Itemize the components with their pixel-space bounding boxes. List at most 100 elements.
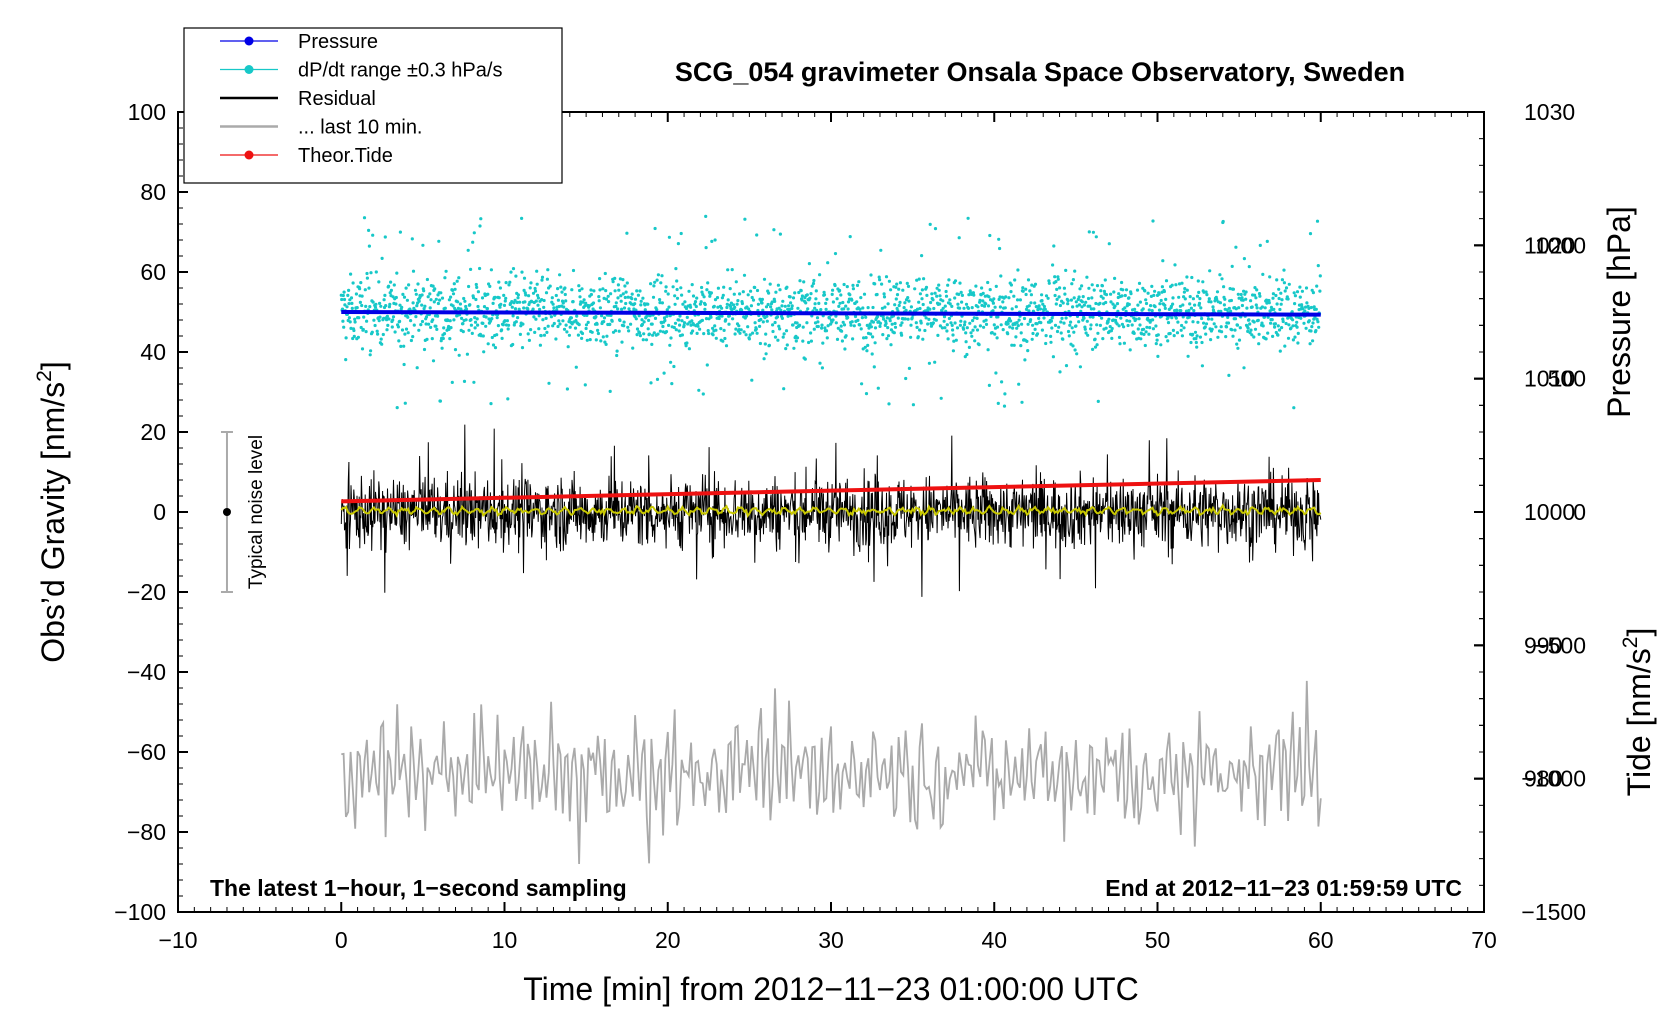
dpdt-point <box>941 299 945 303</box>
y-left-tick-label: −20 <box>127 579 166 605</box>
dpdt-point <box>598 277 602 281</box>
dpdt-point <box>369 271 373 275</box>
y-left-tick-label: −80 <box>127 819 166 845</box>
dpdt-point <box>442 332 447 336</box>
dpdt-point <box>722 328 726 332</box>
dpdt-point <box>1149 294 1153 298</box>
dpdt-point <box>1292 291 1296 295</box>
dpdt-point <box>630 292 634 296</box>
dpdt-point <box>770 300 774 304</box>
dpdt-point <box>1042 316 1046 320</box>
dpdt-point <box>1223 297 1227 301</box>
dpdt-point <box>472 380 476 384</box>
dpdt-point <box>1184 309 1189 313</box>
dpdt-point <box>782 332 786 336</box>
dpdt-point <box>1248 322 1252 326</box>
dpdt-point <box>1216 335 1220 339</box>
dpdt-point <box>993 305 997 309</box>
dpdt-point <box>386 323 390 327</box>
dpdt-point <box>702 295 706 299</box>
dpdt-point <box>1170 283 1174 287</box>
dpdt-point <box>653 226 657 231</box>
dpdt-point <box>1024 292 1028 297</box>
dpdt-point <box>617 329 621 333</box>
dpdt-point <box>1121 288 1125 292</box>
dpdt-point <box>1010 343 1014 347</box>
dpdt-point <box>1253 327 1258 331</box>
dpdt-point <box>976 305 980 309</box>
dpdt-point <box>953 279 958 283</box>
dpdt-point <box>840 329 844 333</box>
dpdt-point <box>1318 274 1322 278</box>
dpdt-point <box>675 287 679 292</box>
dpdt-point <box>1189 340 1193 345</box>
dpdt-point <box>1013 278 1017 282</box>
dpdt-point <box>390 325 394 329</box>
dpdt-point <box>1195 345 1199 349</box>
dpdt-point <box>856 318 860 322</box>
dpdt-point <box>831 300 836 304</box>
dpdt-point <box>1104 326 1108 330</box>
dpdt-point <box>578 288 582 293</box>
dpdt-point <box>559 285 563 289</box>
x-tick-label: 0 <box>335 927 348 953</box>
dpdt-point <box>340 297 344 302</box>
dpdt-point <box>870 352 874 356</box>
dpdt-point <box>635 289 639 293</box>
dpdt-point <box>349 296 354 300</box>
dpdt-point <box>1001 300 1005 304</box>
dpdt-point <box>1318 289 1322 293</box>
dpdt-point <box>771 323 775 327</box>
dpdt-point <box>450 380 454 384</box>
dpdt-point <box>401 292 405 296</box>
dpdt-point <box>608 322 612 326</box>
dpdt-point <box>361 327 365 332</box>
dpdt-point <box>1317 325 1321 329</box>
dpdt-point <box>772 228 776 232</box>
dpdt-point <box>1145 325 1149 329</box>
dpdt-point <box>965 326 969 330</box>
dpdt-point <box>661 324 665 329</box>
y-axis-tide-title: Tide [nm/s2] <box>1619 628 1657 797</box>
pressure-tick-label: 1000 <box>1524 499 1575 525</box>
dpdt-point <box>952 339 956 343</box>
dpdt-point <box>591 301 596 305</box>
dpdt-point <box>848 293 852 297</box>
dpdt-point <box>714 328 718 332</box>
dpdt-point <box>698 327 702 331</box>
dpdt-point <box>487 282 491 286</box>
dpdt-point <box>1115 322 1119 326</box>
dpdt-point <box>1295 325 1299 329</box>
dpdt-point <box>1095 284 1100 288</box>
dpdt-point <box>1122 325 1126 329</box>
dpdt-point <box>781 299 785 303</box>
dpdt-point <box>433 287 437 291</box>
dpdt-point <box>998 295 1002 299</box>
dpdt-point <box>963 320 967 324</box>
dpdt-point <box>653 316 658 320</box>
dpdt-point <box>585 338 589 342</box>
dpdt-point <box>704 214 708 218</box>
dpdt-point <box>1080 305 1084 309</box>
dpdt-point <box>1093 337 1097 341</box>
dpdt-point <box>644 338 649 342</box>
dpdt-point <box>589 292 594 297</box>
dpdt-point <box>434 297 438 301</box>
dpdt-point <box>1146 291 1150 295</box>
dpdt-point <box>341 293 345 298</box>
dpdt-point <box>362 216 367 220</box>
dpdt-point <box>651 333 655 337</box>
dpdt-point <box>1071 344 1075 348</box>
dpdt-point <box>765 319 769 323</box>
dpdt-point <box>1230 264 1234 268</box>
dpdt-point <box>673 321 678 325</box>
dpdt-point <box>1049 334 1053 338</box>
dpdt-point <box>1072 330 1076 334</box>
dpdt-point <box>377 319 381 323</box>
dpdt-point <box>1164 279 1169 283</box>
dpdt-point <box>508 280 512 284</box>
dpdt-point <box>540 278 544 282</box>
tide-tick-label: −1000 <box>1521 766 1586 792</box>
legend-label: Residual <box>298 88 376 110</box>
dpdt-point <box>655 278 659 282</box>
